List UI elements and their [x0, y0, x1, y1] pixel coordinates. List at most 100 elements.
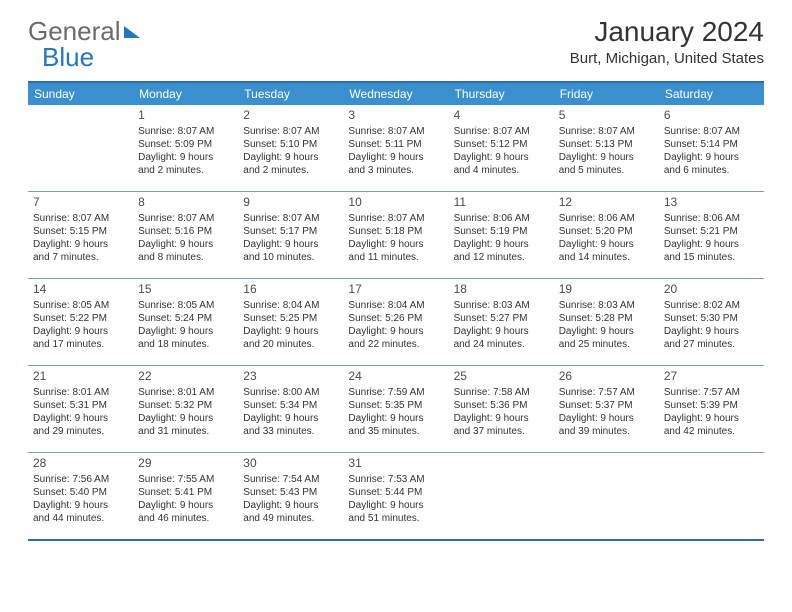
daylight-text: Daylight: 9 hours [33, 499, 128, 512]
dow-label: Friday [554, 83, 659, 105]
sunset-text: Sunset: 5:14 PM [664, 138, 759, 151]
daylight-text: and 8 minutes. [138, 251, 233, 264]
day-number: 21 [33, 369, 128, 385]
sunrise-text: Sunrise: 8:06 AM [454, 212, 549, 225]
dow-label: Wednesday [343, 83, 448, 105]
daylight-text: and 7 minutes. [33, 251, 128, 264]
sunset-text: Sunset: 5:13 PM [559, 138, 654, 151]
day-cell [28, 105, 133, 191]
sunset-text: Sunset: 5:31 PM [33, 399, 128, 412]
sunset-text: Sunset: 5:22 PM [33, 312, 128, 325]
sunrise-text: Sunrise: 8:05 AM [33, 299, 128, 312]
sunset-text: Sunset: 5:40 PM [33, 486, 128, 499]
daylight-text: and 2 minutes. [138, 164, 233, 177]
sunset-text: Sunset: 5:18 PM [348, 225, 443, 238]
day-cell: 5Sunrise: 8:07 AMSunset: 5:13 PMDaylight… [554, 105, 659, 191]
sunset-text: Sunset: 5:39 PM [664, 399, 759, 412]
sunrise-text: Sunrise: 7:54 AM [243, 473, 338, 486]
daylight-text: Daylight: 9 hours [454, 151, 549, 164]
sunrise-text: Sunrise: 7:58 AM [454, 386, 549, 399]
day-number: 29 [138, 456, 233, 472]
sunrise-text: Sunrise: 8:07 AM [138, 125, 233, 138]
daylight-text: Daylight: 9 hours [348, 499, 443, 512]
daylight-text: Daylight: 9 hours [243, 499, 338, 512]
daylight-text: Daylight: 9 hours [138, 151, 233, 164]
sunset-text: Sunset: 5:30 PM [664, 312, 759, 325]
daylight-text: and 24 minutes. [454, 338, 549, 351]
day-number: 7 [33, 195, 128, 211]
daylight-text: and 5 minutes. [559, 164, 654, 177]
daylight-text: and 15 minutes. [664, 251, 759, 264]
sunrise-text: Sunrise: 7:55 AM [138, 473, 233, 486]
day-cell: 17Sunrise: 8:04 AMSunset: 5:26 PMDayligh… [343, 279, 448, 365]
sunset-text: Sunset: 5:16 PM [138, 225, 233, 238]
sunset-text: Sunset: 5:32 PM [138, 399, 233, 412]
month-title: January 2024 [570, 16, 764, 48]
sunrise-text: Sunrise: 8:02 AM [664, 299, 759, 312]
daylight-text: and 29 minutes. [33, 425, 128, 438]
daylight-text: Daylight: 9 hours [348, 412, 443, 425]
sunrise-text: Sunrise: 8:05 AM [138, 299, 233, 312]
day-number: 17 [348, 282, 443, 298]
week-row: 21Sunrise: 8:01 AMSunset: 5:31 PMDayligh… [28, 365, 764, 452]
day-cell: 7Sunrise: 8:07 AMSunset: 5:15 PMDaylight… [28, 192, 133, 278]
week-row: 14Sunrise: 8:05 AMSunset: 5:22 PMDayligh… [28, 278, 764, 365]
day-number: 25 [454, 369, 549, 385]
sunset-text: Sunset: 5:28 PM [559, 312, 654, 325]
day-cell: 21Sunrise: 8:01 AMSunset: 5:31 PMDayligh… [28, 366, 133, 452]
dow-label: Tuesday [238, 83, 343, 105]
sunrise-text: Sunrise: 8:03 AM [559, 299, 654, 312]
day-cell: 28Sunrise: 7:56 AMSunset: 5:40 PMDayligh… [28, 453, 133, 539]
sunrise-text: Sunrise: 8:06 AM [664, 212, 759, 225]
daylight-text: and 35 minutes. [348, 425, 443, 438]
sunrise-text: Sunrise: 8:07 AM [559, 125, 654, 138]
daylight-text: and 14 minutes. [559, 251, 654, 264]
daylight-text: and 10 minutes. [243, 251, 338, 264]
sunset-text: Sunset: 5:15 PM [33, 225, 128, 238]
day-number: 22 [138, 369, 233, 385]
sunrise-text: Sunrise: 8:07 AM [243, 212, 338, 225]
calendar: SundayMondayTuesdayWednesdayThursdayFrid… [28, 81, 764, 541]
sail-icon [124, 26, 140, 38]
sunset-text: Sunset: 5:19 PM [454, 225, 549, 238]
daylight-text: Daylight: 9 hours [138, 499, 233, 512]
daylight-text: and 12 minutes. [454, 251, 549, 264]
sunrise-text: Sunrise: 8:03 AM [454, 299, 549, 312]
daylight-text: and 33 minutes. [243, 425, 338, 438]
daylight-text: Daylight: 9 hours [664, 325, 759, 338]
daylight-text: Daylight: 9 hours [243, 238, 338, 251]
daylight-text: Daylight: 9 hours [664, 151, 759, 164]
day-number: 27 [664, 369, 759, 385]
day-cell: 14Sunrise: 8:05 AMSunset: 5:22 PMDayligh… [28, 279, 133, 365]
sunset-text: Sunset: 5:10 PM [243, 138, 338, 151]
sunrise-text: Sunrise: 8:04 AM [243, 299, 338, 312]
day-number: 6 [664, 108, 759, 124]
sunrise-text: Sunrise: 8:07 AM [348, 125, 443, 138]
daylight-text: and 20 minutes. [243, 338, 338, 351]
day-number: 8 [138, 195, 233, 211]
daylight-text: and 37 minutes. [454, 425, 549, 438]
sunrise-text: Sunrise: 7:57 AM [664, 386, 759, 399]
sunset-text: Sunset: 5:37 PM [559, 399, 654, 412]
day-cell: 25Sunrise: 7:58 AMSunset: 5:36 PMDayligh… [449, 366, 554, 452]
sunset-text: Sunset: 5:44 PM [348, 486, 443, 499]
daylight-text: Daylight: 9 hours [138, 238, 233, 251]
day-cell: 9Sunrise: 8:07 AMSunset: 5:17 PMDaylight… [238, 192, 343, 278]
day-number: 14 [33, 282, 128, 298]
daylight-text: Daylight: 9 hours [348, 238, 443, 251]
day-number: 16 [243, 282, 338, 298]
day-cell: 22Sunrise: 8:01 AMSunset: 5:32 PMDayligh… [133, 366, 238, 452]
day-number: 11 [454, 195, 549, 211]
sunset-text: Sunset: 5:24 PM [138, 312, 233, 325]
day-cell: 16Sunrise: 8:04 AMSunset: 5:25 PMDayligh… [238, 279, 343, 365]
day-cell: 23Sunrise: 8:00 AMSunset: 5:34 PMDayligh… [238, 366, 343, 452]
day-cell: 18Sunrise: 8:03 AMSunset: 5:27 PMDayligh… [449, 279, 554, 365]
daylight-text: and 6 minutes. [664, 164, 759, 177]
daylight-text: and 25 minutes. [559, 338, 654, 351]
daylight-text: Daylight: 9 hours [559, 151, 654, 164]
daylight-text: and 49 minutes. [243, 512, 338, 525]
day-number: 10 [348, 195, 443, 211]
daylight-text: and 44 minutes. [33, 512, 128, 525]
sunset-text: Sunset: 5:26 PM [348, 312, 443, 325]
day-number: 4 [454, 108, 549, 124]
